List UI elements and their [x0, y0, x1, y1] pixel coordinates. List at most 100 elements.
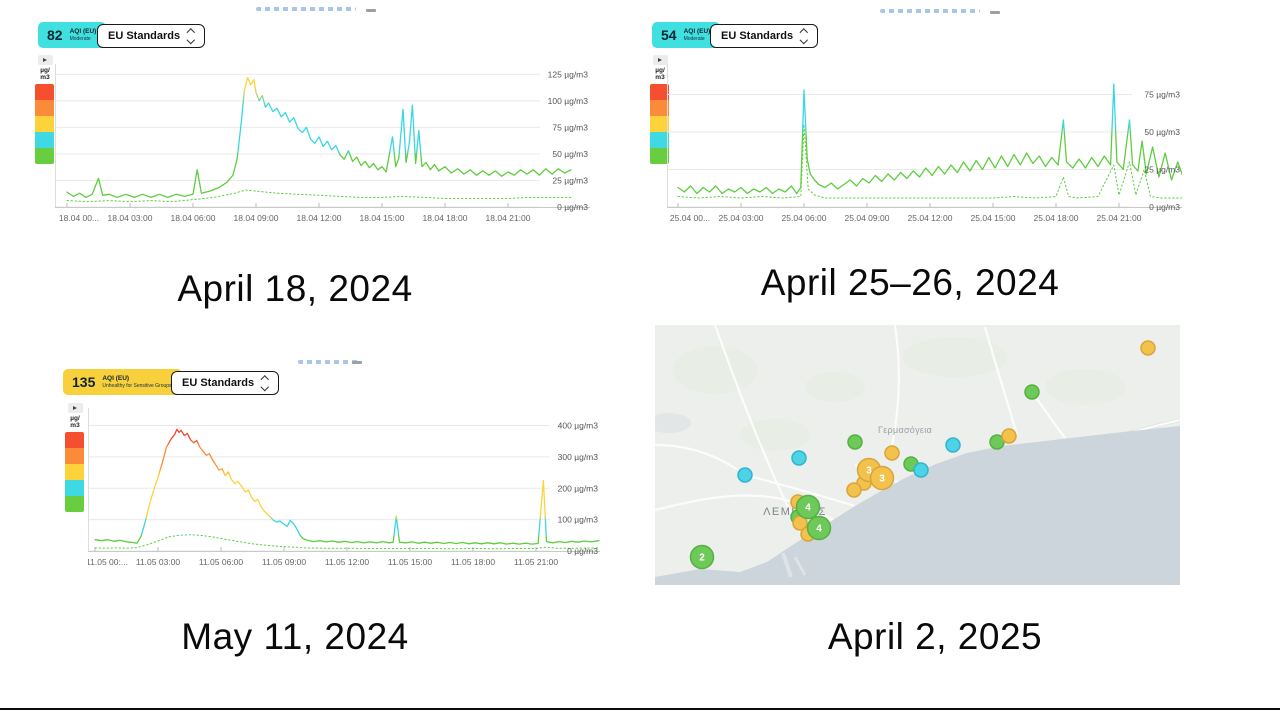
- map-terrain-patch: [655, 413, 691, 433]
- date-caption-april-2: April 2, 2025: [827, 616, 1043, 657]
- legend-color-swatch: [650, 84, 669, 100]
- aqi-category: Moderate: [69, 35, 91, 42]
- y-axis-tick-label: 0 µg/m3: [567, 546, 598, 556]
- minimize-icon[interactable]: [990, 11, 1000, 14]
- x-axis-tick-label: 18.04 12:00: [297, 213, 342, 223]
- sensor-cluster-marker-yellow[interactable]: [869, 465, 895, 491]
- legend-color-swatch: [650, 116, 669, 132]
- y-axis-tick-label: 25 µg/m3: [552, 175, 588, 185]
- legend-color-swatch: [65, 432, 84, 448]
- standards-dropdown[interactable]: EU Standards: [97, 24, 205, 48]
- x-axis-tick-label: 11.05 21:00: [514, 557, 559, 567]
- y-axis-tick-label: 75 µg/m3: [552, 122, 588, 132]
- aqi-history-chart[interactable]: 18.04 00... 18.04 03:00 18.04 06:00 18.04 0…: [55, 59, 590, 231]
- aqi-color-legend: [65, 432, 84, 512]
- sensor-marker-yellow[interactable]: [846, 482, 862, 498]
- y-axis-tick-label: 300 µg/m3: [558, 452, 599, 462]
- aqi-value: 54: [661, 27, 677, 43]
- x-axis-tick-label: 25.04 21:00: [1097, 213, 1142, 223]
- chevron-updown-icon: [261, 375, 269, 391]
- cropped-link-text[interactable]: [880, 9, 980, 13]
- aqi-scale-label: AQI (EU): [683, 27, 711, 35]
- sensor-marker-cyan[interactable]: [945, 437, 961, 453]
- date-caption-april-25-26: April 25–26, 2024: [760, 262, 1060, 303]
- series-solid-line: [66, 76, 572, 199]
- y-axis-tick-label: 25 µg/m3: [1144, 165, 1180, 175]
- window-bottom-edge: [0, 708, 1280, 710]
- y-axis-tick-label: 100 µg/m3: [558, 515, 599, 525]
- chart-panel-may-11: 135 AQI (EU) Unhealthy for Sensitive Gro…: [58, 352, 600, 584]
- legend-color-swatch: [65, 448, 84, 464]
- x-axis-tick-label: 18.04 06:00: [171, 213, 216, 223]
- unit-label: µg/m3: [655, 67, 665, 81]
- sensor-marker-cyan[interactable]: [737, 467, 753, 483]
- map-terrain-patch: [1045, 369, 1125, 405]
- map-pier: [793, 556, 807, 576]
- x-axis-tick-label: 25.04 00...: [670, 213, 710, 223]
- scale-expand-button[interactable]: [67, 403, 83, 413]
- play-icon: [658, 58, 662, 62]
- aqi-value: 82: [47, 27, 63, 43]
- minimize-icon[interactable]: [366, 9, 376, 12]
- date-caption-may-11: May 11, 2024: [181, 616, 409, 657]
- cropped-link-text[interactable]: [256, 7, 356, 11]
- sensor-cluster-marker-green[interactable]: [795, 494, 821, 520]
- cluster-count: 3: [866, 466, 872, 477]
- standards-dropdown-label: EU Standards: [721, 30, 794, 42]
- x-axis-tick-label: 18.04 15:00: [360, 213, 405, 223]
- aqi-history-chart[interactable]: 25.04 00... 25.04 03:00 25.04 06:00 25.04 0…: [667, 59, 1182, 231]
- y-axis-tick-label: 400 µg/m3: [558, 421, 599, 431]
- aqi-color-legend: [650, 84, 669, 164]
- sensor-marker-yellow[interactable]: [884, 445, 900, 461]
- sensor-marker-yellow[interactable]: [1001, 428, 1017, 444]
- x-axis-tick-label: 11.05 06:00: [199, 557, 244, 567]
- legend-color-swatch: [65, 464, 84, 480]
- map-terrain-patch: [740, 419, 810, 451]
- x-axis-tick-label: 18.04 18:00: [423, 213, 468, 223]
- unit-label: µg/m3: [70, 415, 80, 429]
- map-terrain-patch: [903, 337, 1007, 377]
- standards-dropdown[interactable]: EU Standards: [171, 371, 279, 395]
- pollutant-color-scale: µg/m3: [65, 403, 85, 512]
- aqi-history-chart[interactable]: 11.05 00:... 11.05 03:00 11.05 06:00 11.05 …: [88, 403, 600, 575]
- sensor-cluster-marker-green[interactable]: [806, 515, 832, 541]
- legend-color-swatch: [35, 116, 54, 132]
- scale-expand-button[interactable]: [652, 55, 668, 65]
- cropped-link-text[interactable]: [298, 360, 358, 364]
- sensor-marker-green[interactable]: [847, 434, 863, 450]
- aqi-scale-label: AQI (EU): [69, 27, 97, 35]
- aqi-category: Moderate: [683, 35, 705, 42]
- chart-panel-april-25-26: 54 AQI (EU) Moderate EU Standards µg/m3 …: [645, 5, 1185, 235]
- x-axis-tick-label: 11.05 15:00: [388, 557, 433, 567]
- sensor-map[interactable]: ΛΕΜΕΣΟΣΓερμασόγεια33442: [655, 325, 1180, 585]
- legend-color-swatch: [65, 496, 84, 512]
- sensor-marker-yellow[interactable]: [1140, 340, 1156, 356]
- pollutant-color-scale: µg/m3: [35, 55, 55, 164]
- x-axis-tick-label: 18.04 00...: [59, 213, 99, 223]
- sensor-cluster-marker-green[interactable]: [689, 544, 715, 570]
- y-axis-tick-label: 125 µg/m3: [548, 69, 589, 79]
- minimize-icon[interactable]: [352, 361, 362, 364]
- sensor-marker-cyan[interactable]: [913, 462, 929, 478]
- aqi-value: 135: [72, 374, 96, 390]
- standards-dropdown[interactable]: EU Standards: [710, 24, 818, 48]
- y-axis-tick-label: 50 µg/m3: [552, 149, 588, 159]
- map-road: [983, 326, 1019, 436]
- series-solid-line: [94, 428, 600, 545]
- map-terrain-patch: [673, 346, 757, 394]
- x-axis-tick-label: 18.04 03:00: [108, 213, 153, 223]
- sensor-marker-cyan[interactable]: [791, 450, 807, 466]
- sensor-marker-green[interactable]: [1024, 384, 1040, 400]
- x-axis-tick-label: 25.04 06:00: [782, 213, 827, 223]
- scale-expand-button[interactable]: [37, 55, 53, 65]
- legend-color-swatch: [35, 100, 54, 116]
- sensor-marker-green[interactable]: [989, 434, 1005, 450]
- series-dotted-line: [66, 189, 572, 203]
- series-dotted-line: [94, 534, 600, 550]
- pollutant-color-scale: µg/m3: [650, 55, 670, 164]
- legend-color-swatch: [35, 132, 54, 148]
- legend-color-swatch: [650, 132, 669, 148]
- standards-dropdown-label: EU Standards: [108, 30, 181, 42]
- x-axis-tick-label: 25.04 03:00: [719, 213, 764, 223]
- aqi-category: Unhealthy for Sensitive Groups: [102, 382, 172, 389]
